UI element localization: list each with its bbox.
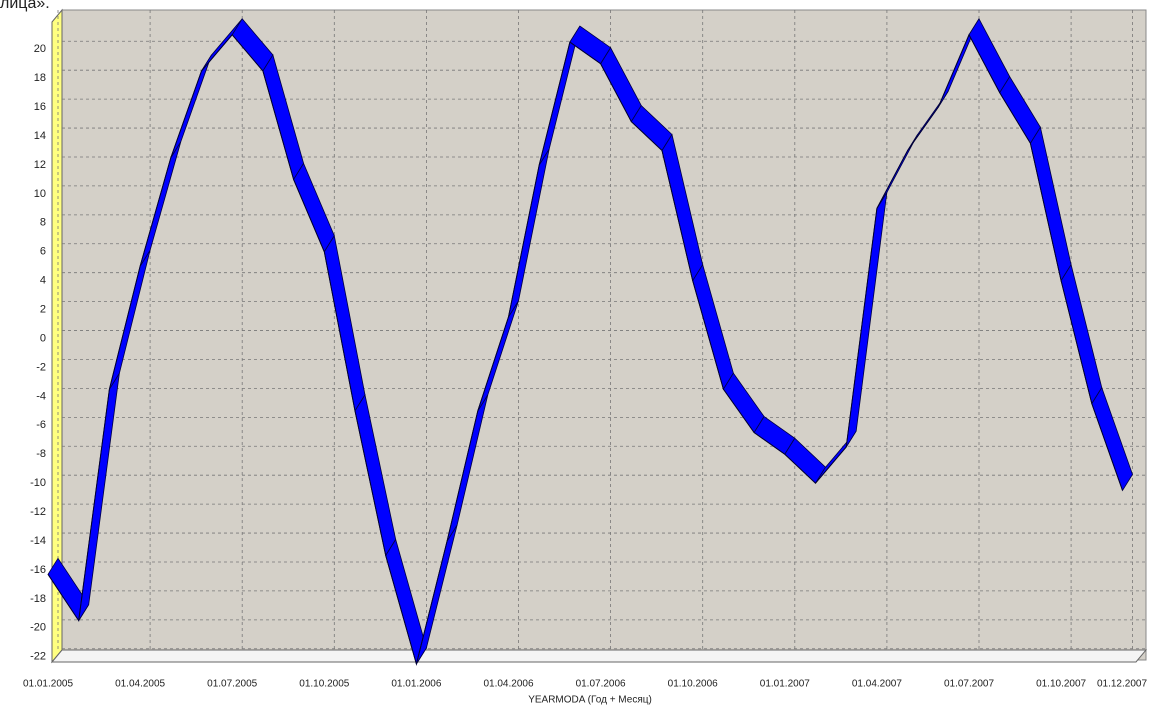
x-tick-label: 01.10.2005 — [299, 679, 349, 690]
y-tick-label: -2 — [36, 361, 46, 373]
x-tick-label: 01.01.2006 — [391, 679, 441, 690]
plot-wall — [61, 9, 1147, 661]
y-tick-label: 16 — [34, 101, 46, 113]
x-tick-label: 01.04.2005 — [115, 679, 165, 690]
x-tick-label: 01.10.2006 — [668, 679, 718, 690]
y-tick-label: -20 — [30, 622, 46, 634]
y-tick-label: -6 — [36, 419, 46, 431]
y-tick-label: -22 — [30, 651, 46, 663]
x-tick-label: 01.07.2006 — [576, 679, 626, 690]
y-tick-label: -10 — [30, 477, 46, 489]
y-tick-label: 4 — [40, 275, 46, 287]
x-tick-label: 01.01.2007 — [760, 679, 810, 690]
ribbon-front-edge — [47, 33, 1123, 666]
y-tick-label: 10 — [34, 188, 46, 200]
x-tick-label: 01.07.2007 — [944, 679, 994, 690]
y-tick-label: -8 — [36, 448, 46, 460]
x-tick-label: 01.12.2007 — [1097, 679, 1147, 690]
y-tick-label: 6 — [40, 246, 46, 258]
x-tick-label: 01.10.2007 — [1036, 679, 1086, 690]
y-tick-label: 14 — [34, 130, 46, 142]
y-tick-label: 20 — [34, 43, 46, 55]
x-axis-title: YEARMODA (Год + Месяц) — [528, 695, 652, 706]
y-tick-label: -12 — [30, 506, 46, 518]
x-tick-label: 01.04.2006 — [483, 679, 533, 690]
floor — [50, 649, 1148, 663]
caption: лица». — [0, 0, 50, 12]
y-tick-label: -18 — [30, 593, 46, 605]
y-tick-label: 2 — [40, 304, 46, 316]
y-tick-label: 18 — [34, 72, 46, 84]
y-tick-label: 0 — [40, 332, 46, 344]
y-tick-label: 8 — [40, 217, 46, 229]
y-tick-label: -4 — [36, 390, 46, 402]
x-tick-label: 01.04.2007 — [852, 679, 902, 690]
x-tick-label: 01.07.2005 — [207, 679, 257, 690]
y-tick-label: -14 — [30, 535, 46, 547]
x-tick-label: 01.01.2005 — [23, 679, 73, 690]
y-tick-label: -16 — [30, 564, 46, 576]
y-tick-label: 12 — [34, 159, 46, 171]
